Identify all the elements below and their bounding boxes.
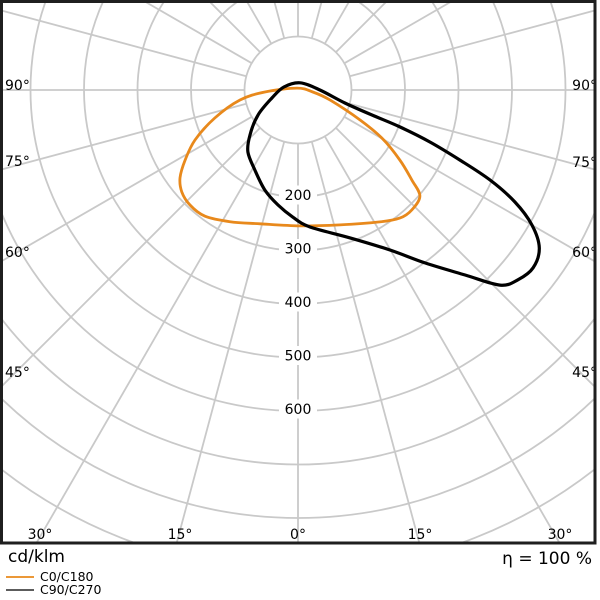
legend-label-c0-c180: C0/C180	[40, 569, 94, 584]
ring-value-labels: 200 300 400 500 600	[279, 185, 317, 419]
ring-label-200: 200	[285, 188, 312, 204]
ring-label-400: 400	[285, 295, 312, 311]
angle-label-bottom-0: 30°	[28, 527, 53, 543]
ring-label-bg-500	[279, 346, 317, 365]
angle-label-right-3: 45°	[572, 365, 597, 381]
ring-label-bg-600	[279, 399, 317, 419]
ring-label-600: 600	[285, 402, 312, 418]
angle-label-bottom-2: 0°	[290, 527, 306, 543]
ring-label-500: 500	[285, 349, 312, 365]
angle-label-bottom-3: 15°	[408, 527, 433, 543]
grid-radial-315deg	[3, 127, 261, 387]
grid-radial-240deg	[145, 3, 253, 64]
grid-radial-300deg	[3, 116, 253, 262]
ring-label-bg-300	[279, 239, 317, 258]
grid-radial-105deg	[349, 9, 594, 78]
plot-frame	[0, 0, 597, 545]
intensity-curves	[178, 81, 541, 287]
legend: C0/C180 C90/C270	[6, 569, 101, 597]
grid-radial-45deg	[335, 127, 594, 388]
units-label: cd/klm	[8, 547, 65, 567]
legend-label-c90-c270: C90/C270	[40, 582, 101, 597]
angle-label-right-2: 60°	[572, 245, 597, 261]
angle-label-bottom-1: 15°	[168, 527, 193, 543]
grid-radial-345deg	[175, 141, 286, 542]
angle-axis-labels: 90° 75° 60° 45° 90° 75° 60° 45° 30° 15° 0° 15° 30°	[5, 78, 597, 543]
grid-radial-15deg	[310, 141, 421, 542]
grid-radial-255deg	[3, 10, 247, 78]
grid-radial-285deg	[3, 102, 247, 170]
angle-label-right-0: 90°	[572, 78, 597, 94]
grid-radial-330deg	[35, 135, 273, 542]
curve-c0-c180	[178, 86, 422, 228]
angle-label-left-3: 45°	[5, 365, 30, 381]
angle-label-left-2: 60°	[5, 245, 30, 261]
grid-radial-30deg	[324, 135, 561, 542]
ring-label-bg-200	[279, 185, 317, 205]
ring-label-bg-400	[279, 292, 317, 312]
curve-c90-c270	[246, 81, 541, 287]
efficiency-label: η = 100 %	[502, 549, 592, 569]
ring-label-300: 300	[285, 242, 312, 258]
angle-label-bottom-4: 30°	[548, 527, 573, 543]
angle-label-left-1: 75°	[5, 154, 30, 170]
angle-label-right-1: 75°	[572, 155, 597, 171]
grid-radial-120deg	[343, 3, 451, 65]
grid-radial-75deg	[349, 102, 594, 171]
grid-radial-60deg	[343, 116, 594, 262]
angle-label-left-0: 90°	[5, 78, 30, 94]
